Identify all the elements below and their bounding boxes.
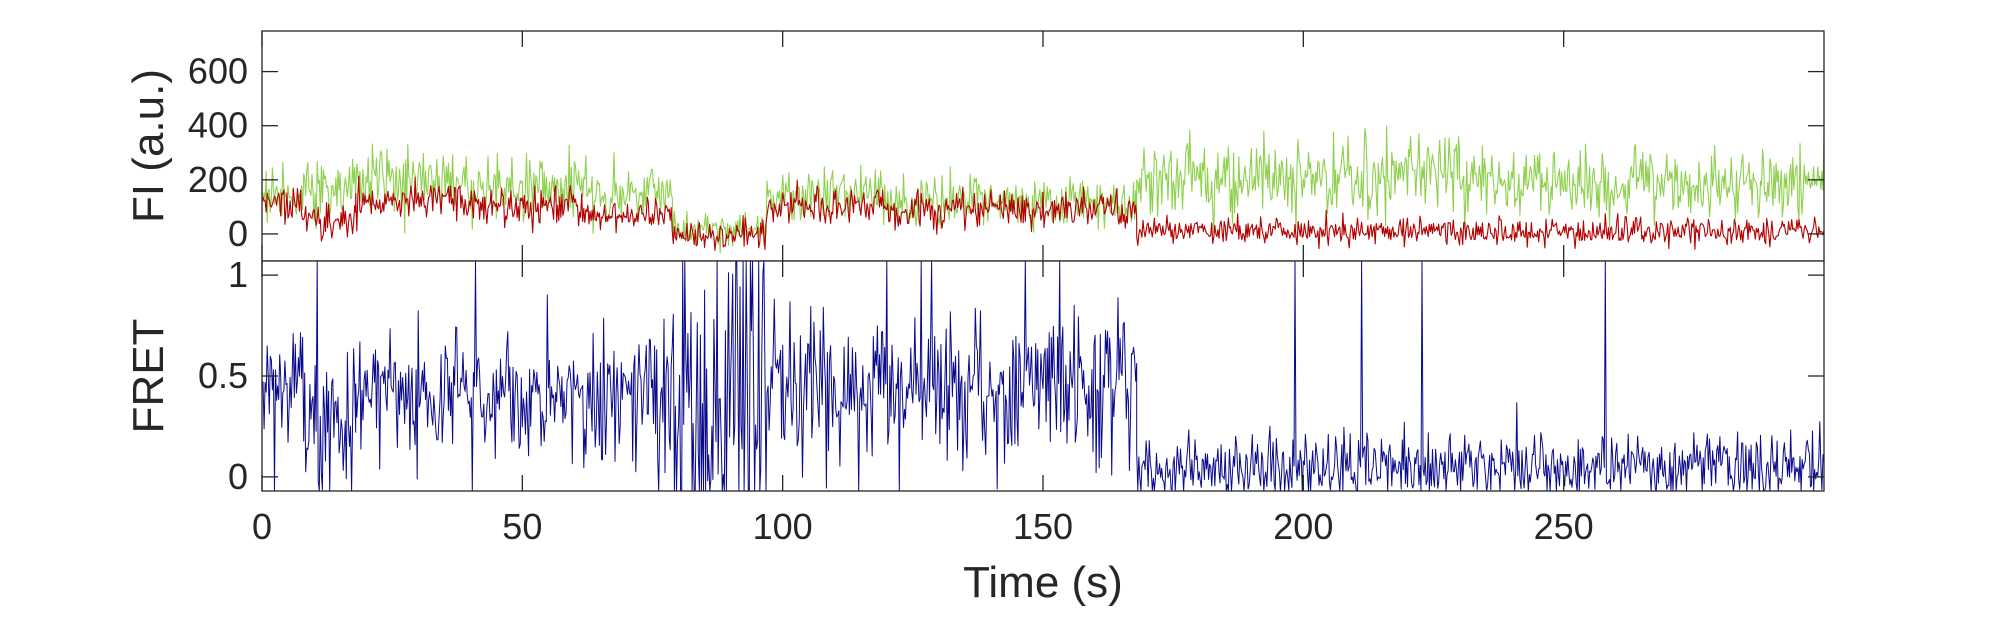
acceptor-trace bbox=[261, 175, 1825, 251]
fret-y-axis-label: FRET bbox=[124, 319, 173, 434]
intensity-y-tick-label: 400 bbox=[188, 105, 248, 146]
intensity-panel: 0 200 400 600 FI (a.u.) bbox=[124, 30, 1825, 262]
fret-y-tick-label: 0.5 bbox=[198, 355, 248, 396]
time-x-tick-label: 50 bbox=[502, 506, 542, 547]
time-x-tick-label: 150 bbox=[1013, 506, 1073, 547]
time-x-axis: 0 50 100 150 200 250 bbox=[252, 261, 1594, 547]
fret-y-tick-label: 1 bbox=[228, 254, 248, 295]
time-x-tick-label: 100 bbox=[753, 506, 813, 547]
fret-panel: 00.51 0 50 100 150 200 250 FRET Time (s) bbox=[124, 254, 1825, 607]
fret-series-group bbox=[261, 260, 1825, 492]
fret-trace bbox=[261, 260, 1825, 492]
fret-y-tick-label: 0 bbox=[228, 456, 248, 497]
time-x-tick-label: 200 bbox=[1273, 506, 1333, 547]
intensity-y-axis: 0 200 400 600 bbox=[188, 31, 1824, 261]
fret-y-axis: 00.51 bbox=[198, 254, 1824, 497]
time-x-tick-label: 250 bbox=[1534, 506, 1594, 547]
intensity-y-tick-label: 0 bbox=[228, 213, 248, 254]
intensity-y-axis-label: FI (a.u.) bbox=[124, 69, 173, 223]
intensity-series-group bbox=[261, 125, 1825, 254]
intensity-y-tick-label: 600 bbox=[188, 51, 248, 92]
time-x-axis-label: Time (s) bbox=[963, 558, 1123, 607]
intensity-y-tick-label: 200 bbox=[188, 159, 248, 200]
intensity-panel-background bbox=[262, 31, 1824, 261]
time-x-tick-label: 0 bbox=[252, 506, 272, 547]
